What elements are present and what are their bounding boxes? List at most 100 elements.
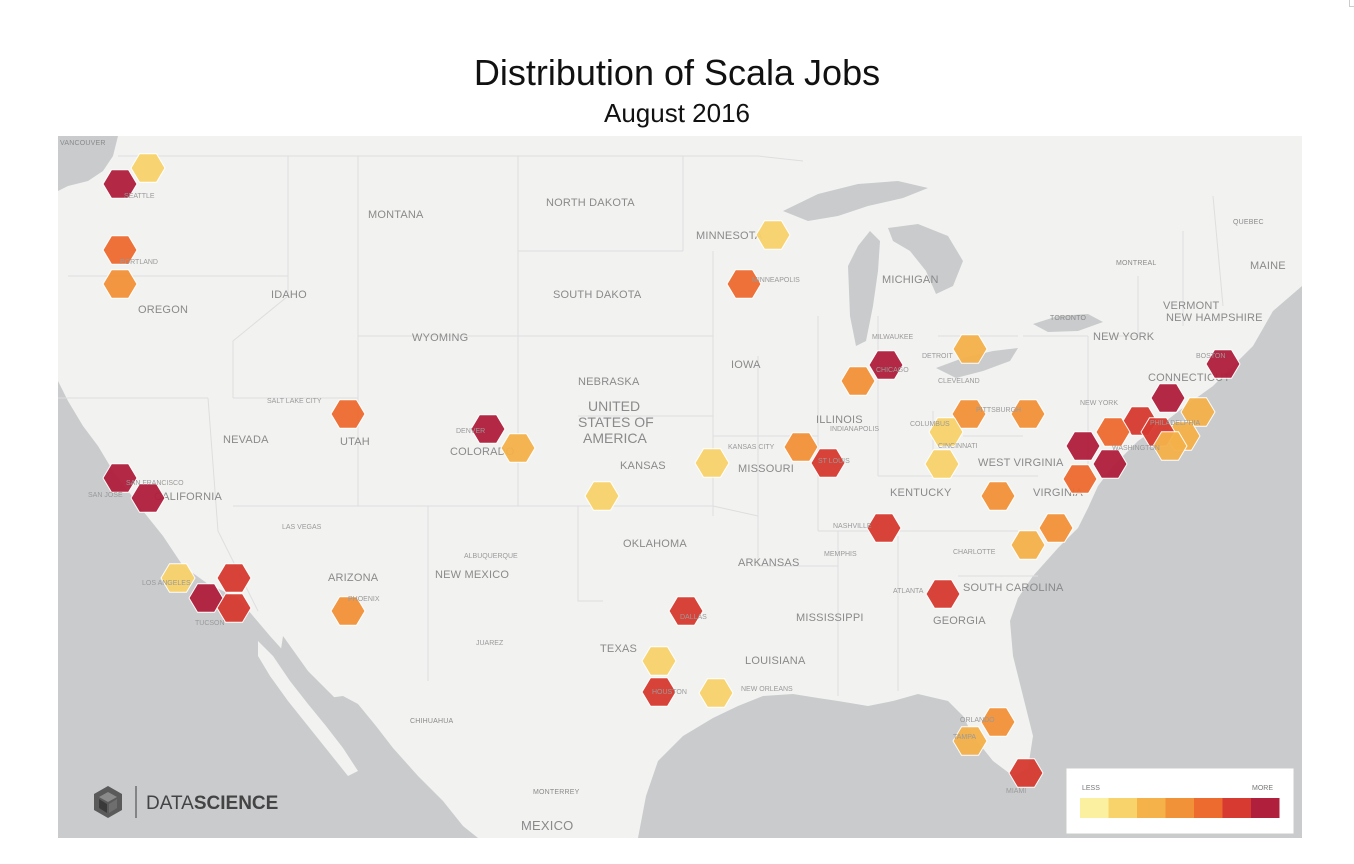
hexbin — [102, 269, 138, 299]
city-label: SALT LAKE CITY — [267, 398, 322, 405]
country-label-usa: UNITED STATES OF AMERICA — [578, 398, 654, 446]
region-label: NEVADA — [223, 434, 269, 446]
city-label: ATLANTA — [893, 588, 924, 595]
region-label: IOWA — [731, 359, 761, 371]
city-label: MIAMI — [1006, 788, 1026, 795]
region-label: KANSAS — [620, 460, 666, 472]
region-label: WYOMING — [412, 332, 468, 344]
legend-less-label: LESS — [1082, 785, 1100, 792]
hexbin — [330, 596, 366, 626]
map-subtitle: August 2016 — [603, 98, 750, 128]
city-label: COLUMBUS — [910, 421, 950, 428]
hexbin — [1008, 758, 1044, 788]
region-label: VANCOUVER — [60, 140, 106, 147]
hexbin — [810, 448, 846, 478]
brand-wordmark: DATASCIENCE — [146, 793, 278, 814]
hexbin — [102, 169, 138, 199]
hexbin — [584, 481, 620, 511]
region-label: AMERICA — [583, 430, 647, 446]
city-label: BOSTON — [1196, 353, 1225, 360]
hexbin — [130, 153, 166, 183]
hexbin — [868, 350, 904, 380]
city-label: NASHVILLE — [833, 523, 872, 530]
region-label: CHIHUAHUA — [410, 718, 454, 725]
hexbin — [330, 399, 366, 429]
hexbin — [1062, 464, 1098, 494]
region-label: MICHIGAN — [882, 274, 939, 286]
city-label: SAN JOSE — [88, 492, 123, 499]
gulf-of-california — [280, 636, 390, 771]
hexbin — [698, 678, 734, 708]
region-label: COLORADO — [450, 446, 515, 458]
brand-name-light: DATA — [146, 793, 194, 814]
legend-more-label: MORE — [1252, 785, 1273, 792]
region-label: MISSOURI — [738, 463, 794, 475]
city-label: ALBUQUERQUE — [464, 553, 518, 560]
region-label: MAINE — [1250, 260, 1286, 272]
city-label: TUCSON — [195, 620, 225, 627]
hexbin — [500, 433, 536, 463]
city-label: CINCINNATI — [938, 443, 978, 450]
hexbin — [102, 463, 138, 493]
hexbin — [980, 481, 1016, 511]
hexbin — [924, 449, 960, 479]
datascience-logo: DATASCIENCE — [94, 786, 278, 818]
region-label: OREGON — [138, 304, 188, 316]
hexbin — [668, 596, 704, 626]
region-label: MONTREAL — [1116, 260, 1157, 267]
hexbin — [216, 563, 252, 593]
hexbin — [755, 220, 791, 250]
hexbin — [188, 583, 224, 613]
legend-swatch — [1165, 798, 1194, 818]
hexbin — [951, 399, 987, 429]
region-label: WEST VIRGINIA — [978, 457, 1064, 469]
hexbin — [102, 235, 138, 265]
legend-swatch — [1080, 798, 1109, 818]
legend-swatches — [1080, 798, 1280, 818]
region-label: NEW MEXICO — [435, 569, 509, 581]
region-label: SOUTH CAROLINA — [963, 582, 1064, 594]
city-label: KANSAS CITY — [728, 444, 775, 451]
hexbin — [470, 414, 506, 444]
city-label: MINNEAPOLIS — [752, 277, 800, 284]
city-label: LOS ANGELES — [142, 580, 191, 587]
region-label: SOUTH DAKOTA — [553, 289, 642, 301]
city-label: NEW ORLEANS — [741, 686, 793, 693]
region-label: CALIFORNIA — [154, 491, 222, 503]
region-label: MINNESOTA — [696, 230, 763, 242]
puget-sound — [58, 136, 118, 191]
region-label: MONTERREY — [533, 789, 580, 796]
hexbin — [952, 726, 988, 756]
city-label: NEW YORK — [1080, 400, 1118, 407]
hexbin — [160, 563, 196, 593]
hexbin — [952, 334, 988, 364]
hexbin — [216, 593, 252, 623]
city-label: MEMPHIS — [824, 551, 857, 558]
city-label: DETROIT — [922, 353, 953, 360]
city-label: CLEVELAND — [938, 378, 980, 385]
city-label: INDIANAPOLIS — [830, 426, 879, 433]
city-label: LAS VEGAS — [282, 524, 322, 531]
legend-swatch — [1222, 798, 1251, 818]
hexbin — [1010, 399, 1046, 429]
region-label: NORTH DAKOTA — [546, 197, 635, 209]
region-label: NEW YORK — [1093, 331, 1155, 343]
region-label: ILLINOIS — [816, 414, 863, 426]
map-title: Distribution of Scala Jobs — [473, 52, 881, 93]
hexbin — [1010, 530, 1046, 560]
hexbin — [928, 417, 964, 447]
city-label: JUAREZ — [476, 640, 504, 647]
region-label: OKLAHOMA — [623, 538, 687, 550]
city-label: SAN FRANCISCO — [126, 480, 184, 487]
legend-swatch — [1194, 798, 1223, 818]
legend-swatch — [1137, 798, 1166, 818]
region-label: GEORGIA — [933, 615, 986, 627]
us-map: VANCOUVER MONTANA NORTH DAKOTA MINNESOTA… — [58, 136, 1302, 838]
region-label: TORONTO — [1050, 315, 1086, 322]
hexbin — [1180, 397, 1216, 427]
region-label: TEXAS — [600, 643, 637, 655]
region-label: NEBRASKA — [578, 376, 640, 388]
region-label: ARKANSAS — [738, 557, 800, 569]
hexbin — [840, 366, 876, 396]
region-label: MISSISSIPPI — [796, 612, 864, 624]
